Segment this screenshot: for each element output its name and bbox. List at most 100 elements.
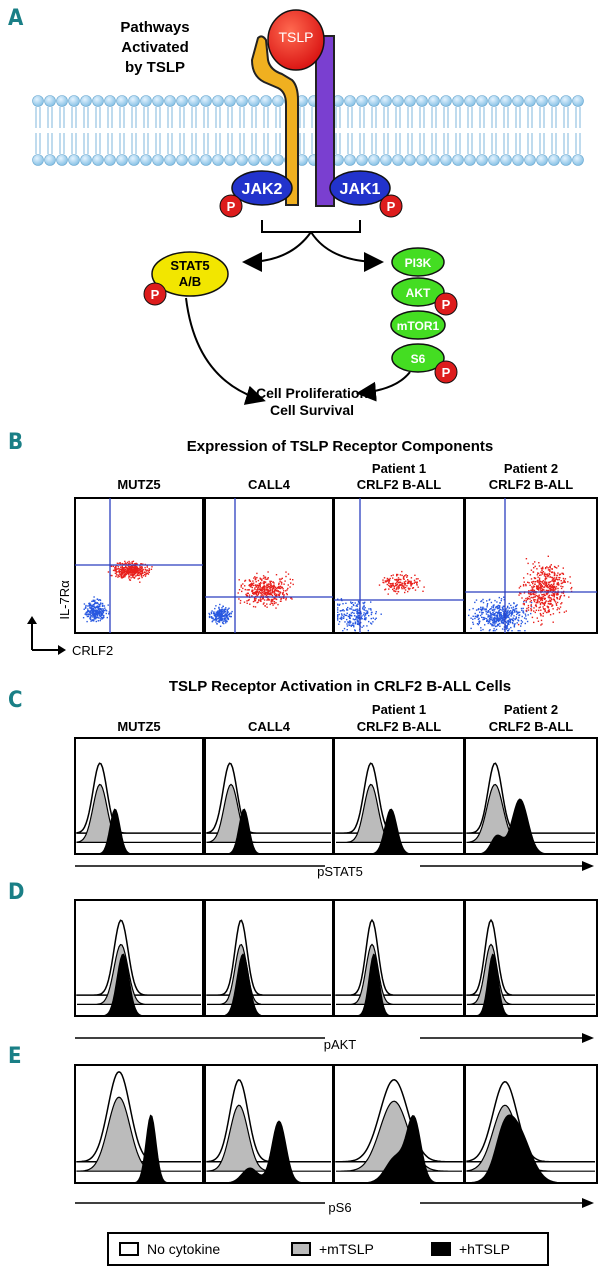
histogram-mtslp (206, 783, 331, 843)
lipid-head (380, 154, 392, 166)
mtor1-node (390, 310, 446, 340)
lipid-head (188, 95, 200, 107)
histogram-mtslp (336, 1100, 462, 1172)
svg-text:S6: S6 (411, 352, 426, 366)
lipid-tail (479, 107, 485, 154)
lipid-head (44, 95, 56, 107)
lipid-tail (371, 107, 377, 154)
lipid-head (560, 95, 572, 107)
lipid-head (80, 95, 92, 107)
lipid-head (572, 95, 584, 107)
legend-label-no-cytokine: No cytokine (147, 1241, 221, 1257)
panel-d-plots (74, 899, 598, 1043)
legend-swatch-mtslp (291, 1242, 311, 1256)
lipid-tail (527, 107, 533, 154)
lipid-head (440, 95, 452, 107)
receptor-chain-crlf2 (250, 35, 299, 206)
tslp-ligand (267, 9, 325, 71)
lipid-head (524, 95, 536, 107)
scatter-plot-frame (464, 497, 598, 634)
lipid-tail (227, 107, 233, 154)
lipid-tail (191, 107, 197, 154)
lipid-tail (47, 107, 53, 154)
lipid-head (452, 95, 464, 107)
histogram-htslp (467, 798, 595, 855)
sample-label-line2: MUTZ5 (117, 477, 160, 492)
lipid-head (488, 95, 500, 107)
panel-c-title: TSLP Receptor Activation in CRLF2 B-ALL … (168, 678, 512, 695)
lipid-tail (155, 107, 161, 154)
svg-text:mTOR1: mTOR1 (397, 319, 440, 333)
lipid-head (356, 154, 368, 166)
lipid-head (380, 95, 392, 107)
lipid-head (236, 154, 248, 166)
lipid-head (524, 154, 536, 166)
lipid-head (236, 95, 248, 107)
phospho-akt: P (434, 292, 458, 316)
lipid-tail (179, 107, 185, 154)
sample-label-line2: MUTZ5 (117, 719, 160, 734)
lipid-head (536, 154, 548, 166)
lipid-tail (539, 107, 545, 154)
lipid-tail (131, 107, 137, 154)
lipid-head (428, 95, 440, 107)
lipid-tail (407, 107, 413, 154)
title-line-2: Activated (121, 39, 189, 56)
lipid-head (428, 154, 440, 166)
axis-arrowhead (582, 1033, 594, 1043)
title-line-3: by TSLP (125, 59, 185, 76)
stat5-label: STAT5 (170, 258, 209, 273)
sample-label-line2: CRLF2 B-ALL (489, 477, 574, 492)
svg-text:PI3K: PI3K (405, 256, 432, 270)
lipid-head (560, 154, 572, 166)
tslp-label: TSLP (278, 29, 313, 45)
lipid-head (140, 154, 152, 166)
legend-label-htslp: +hTSLP (459, 1241, 510, 1257)
lipid-tail (467, 107, 473, 154)
panel-c-headers: MUTZ5 CALL4 Patient 1 CRLF2 B-ALL Patient 2 C… (117, 702, 573, 734)
lipid-head (224, 154, 236, 166)
lipid-head (392, 95, 404, 107)
lipid-head (272, 154, 284, 166)
lipid-head (116, 95, 128, 107)
lipid-tail (347, 107, 353, 154)
cell-membrane (32, 95, 584, 166)
lipid-head (248, 154, 260, 166)
lipid-head (212, 95, 224, 107)
axis-arrowhead (582, 1198, 594, 1208)
histogram-htslp (77, 1114, 201, 1184)
lipid-head (56, 154, 68, 166)
lipid-head (500, 154, 512, 166)
lipid-tail (83, 107, 89, 154)
s6-node (391, 343, 445, 373)
jak2-label: JAK2 (242, 181, 283, 198)
lipid-tail (563, 107, 569, 154)
lipid-head (32, 95, 44, 107)
phospho-stat5: P (143, 282, 167, 306)
lipid-tail (359, 107, 365, 154)
sample-label-line1: Patient 2 (504, 461, 558, 476)
lipid-head (572, 154, 584, 166)
lipid-head (152, 154, 164, 166)
y-axis-label: IL-7Rα (57, 580, 72, 620)
akt-node (391, 277, 445, 307)
lipid-tail (419, 107, 425, 154)
panel-letter-b: B (8, 430, 24, 455)
lipid-head (464, 95, 476, 107)
lipid-head (176, 154, 188, 166)
lipid-tail (395, 107, 401, 154)
sample-label-line1: Patient 1 (372, 702, 426, 717)
x-axis-label: CRLF2 (72, 643, 113, 658)
lipid-head (452, 154, 464, 166)
lipid-head (128, 154, 140, 166)
pi3k-node (391, 247, 445, 277)
lipid-head (200, 95, 212, 107)
panel-e-plots (74, 1064, 598, 1208)
outcome-line-2: Cell Survival (270, 402, 354, 418)
lipid-tail (71, 107, 77, 154)
lipid-tail (275, 107, 281, 154)
jak2-node (231, 170, 293, 206)
sample-label-line1: Patient 2 (504, 702, 558, 717)
title-a: Pathways Activated by TSLP (120, 19, 189, 76)
